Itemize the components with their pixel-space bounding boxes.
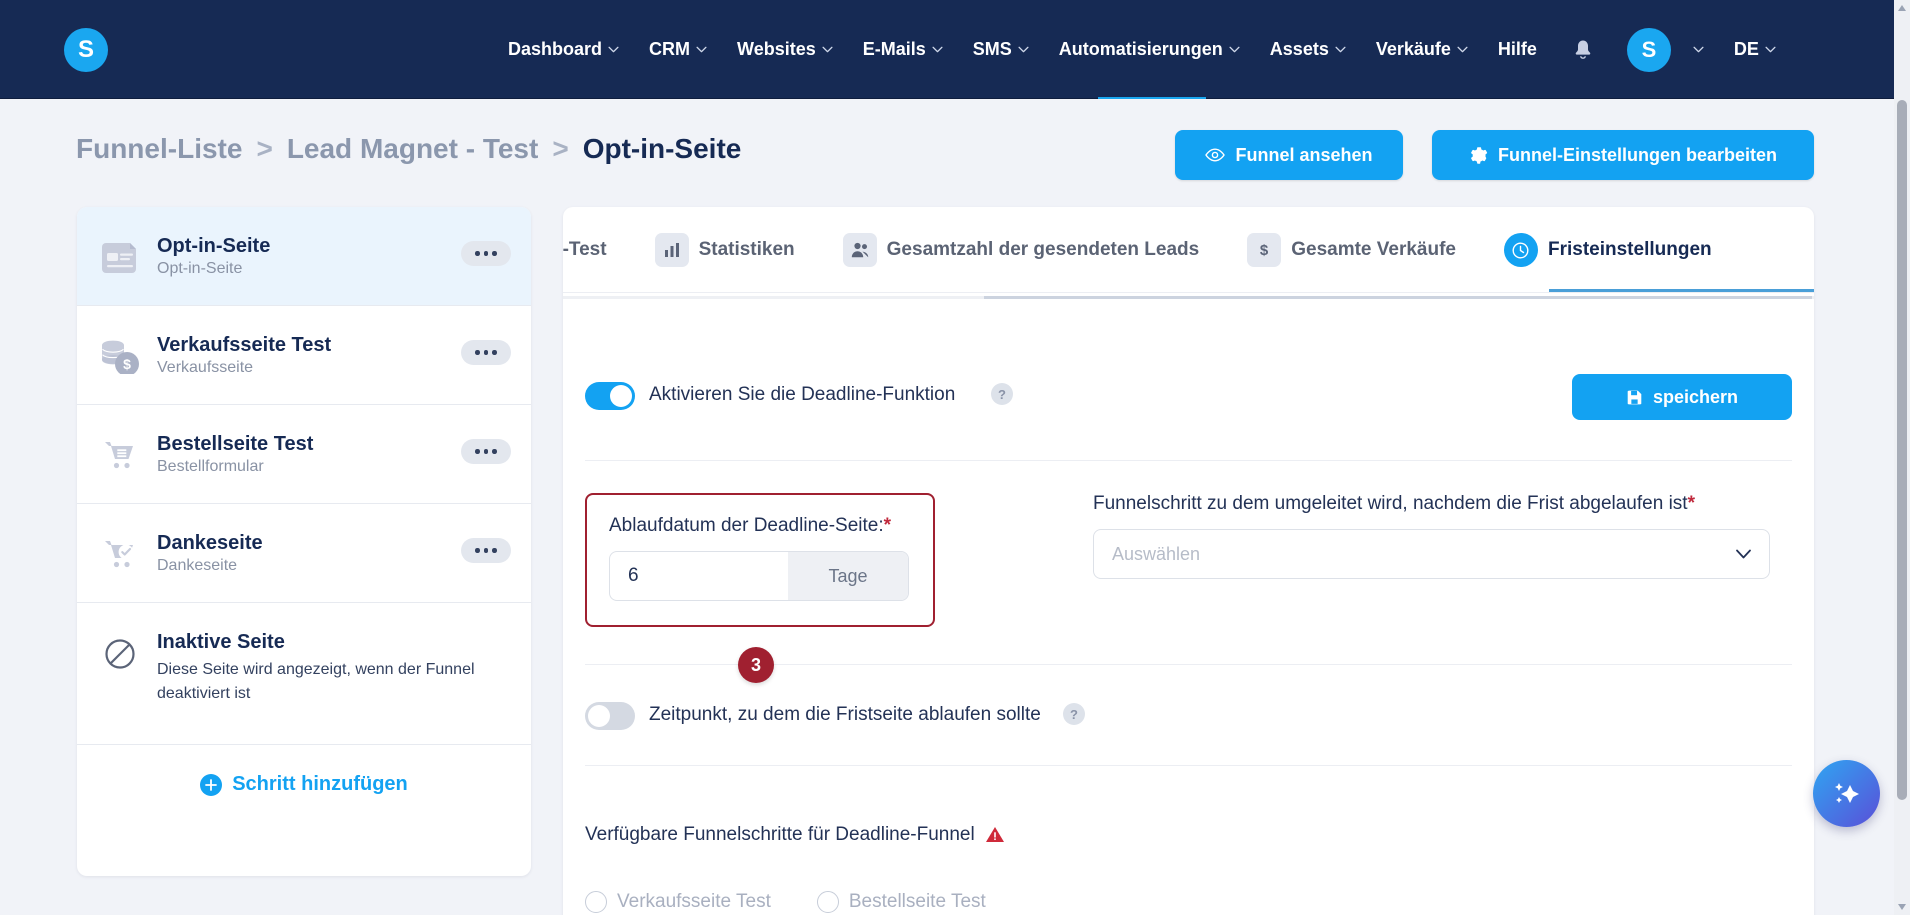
svg-text:$: $: [123, 356, 131, 372]
svg-text:$: $: [1260, 242, 1269, 259]
